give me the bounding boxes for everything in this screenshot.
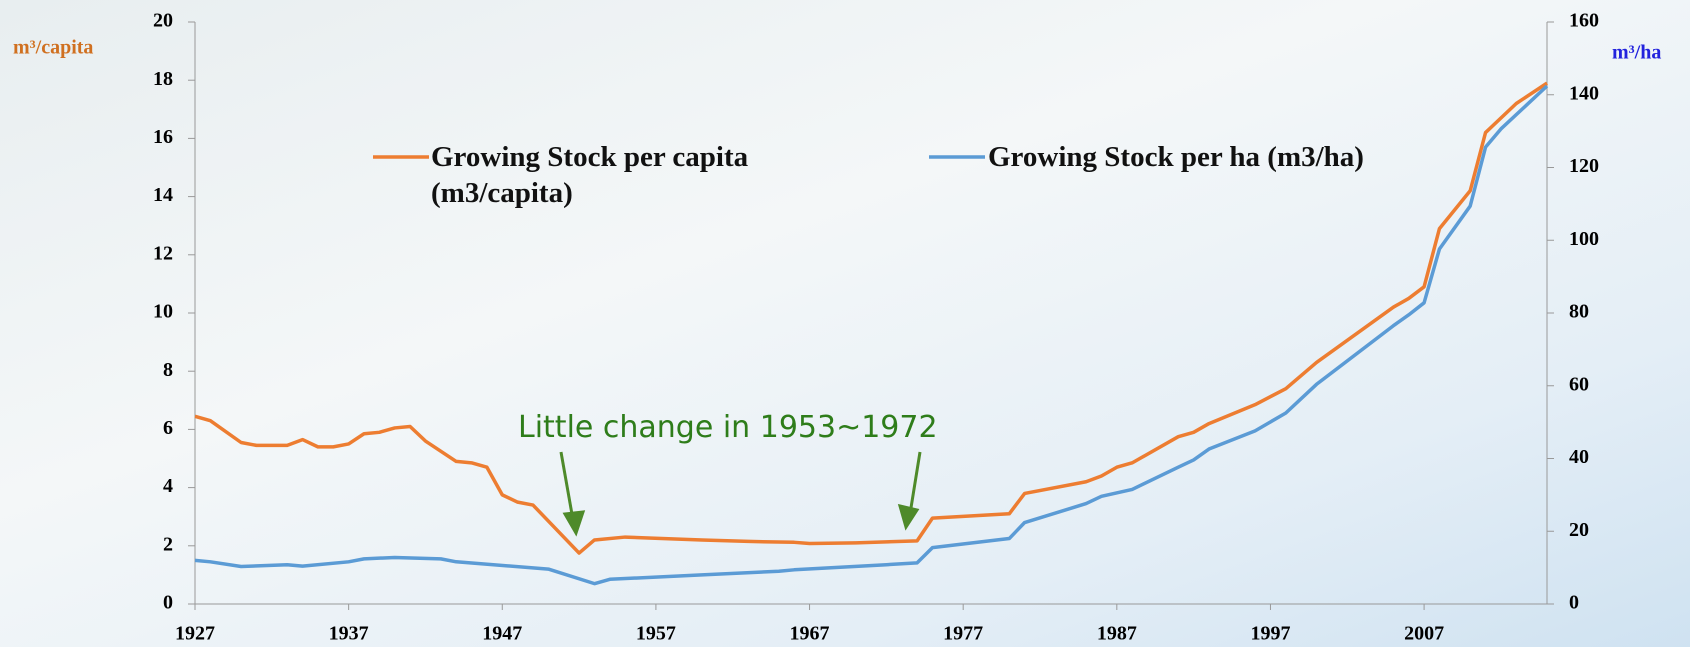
y-tick-label: 14: [153, 184, 173, 206]
y2-axis-label: m³/ha: [1612, 42, 1661, 64]
y-tick-label: 18: [153, 68, 173, 90]
y-tick-label: 6: [163, 417, 173, 439]
data-line: [194, 81, 1548, 555]
annotation-arrows: [559, 451, 922, 537]
y-tick-label: 8: [163, 359, 173, 381]
x-tick-label: 1977: [943, 623, 983, 645]
y2-tick-label: 100: [1569, 228, 1599, 250]
x-tick-label: 1927: [175, 623, 215, 645]
x-tick-label: 2007: [1404, 623, 1444, 645]
x-tick-label: 1937: [329, 623, 369, 645]
annotation: Little change in 1953~1972: [518, 410, 938, 445]
y-tick-label: 4: [163, 475, 173, 497]
y-tick-label: 12: [153, 242, 173, 264]
y2-tick-label: 40: [1569, 446, 1589, 468]
data-line: [194, 84, 1549, 586]
x-tick-label: 1947: [482, 623, 522, 645]
y-tick-label: 0: [163, 592, 173, 614]
x-tick-label: 1967: [790, 623, 830, 645]
y-tick-label: 10: [153, 301, 173, 323]
x-tick-label: 1957: [636, 623, 676, 645]
x-tick-label: 1997: [1250, 623, 1290, 645]
legend-entry: Growing Stock per capita (m3/capita): [431, 141, 749, 209]
y-tick-label: 2: [163, 533, 173, 555]
y-axis-label: m³/capita: [13, 37, 93, 59]
y2-tick-label: 20: [1569, 519, 1589, 541]
y2-tick-label: 160: [1569, 10, 1599, 32]
y-tick-label: 20: [153, 10, 173, 32]
legend-entry: Growing Stock per ha (m3/ha): [988, 141, 1364, 173]
y2-tick-label: 60: [1569, 373, 1589, 395]
y2-tick-label: 0: [1569, 592, 1579, 614]
y-tick-label: 16: [153, 126, 173, 148]
y2-tick-label: 140: [1569, 82, 1599, 104]
y2-tick-label: 80: [1569, 301, 1589, 323]
y2-tick-label: 120: [1569, 155, 1599, 177]
x-tick-label: 1987: [1097, 623, 1137, 645]
